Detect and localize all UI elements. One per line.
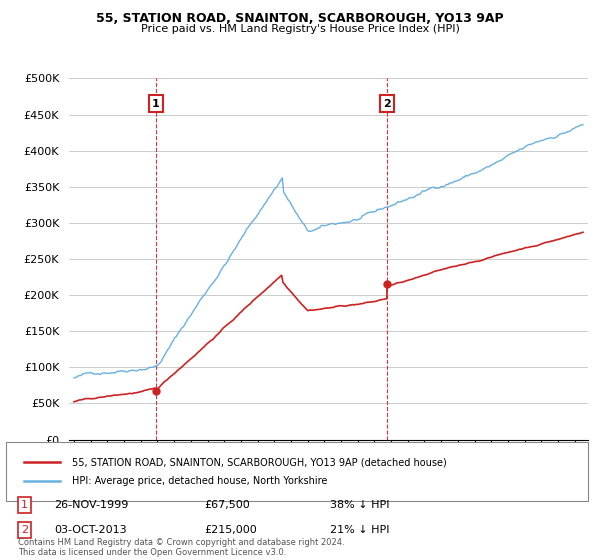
Text: 55, STATION ROAD, SNAINTON, SCARBOROUGH, YO13 9AP (detached house): 55, STATION ROAD, SNAINTON, SCARBOROUGH,… <box>72 458 447 467</box>
Text: Price paid vs. HM Land Registry's House Price Index (HPI): Price paid vs. HM Land Registry's House … <box>140 24 460 34</box>
Text: 03-OCT-2013: 03-OCT-2013 <box>54 525 127 535</box>
Text: 26-NOV-1999: 26-NOV-1999 <box>54 500 128 510</box>
Text: 2: 2 <box>383 99 391 109</box>
Text: 55, STATION ROAD, SNAINTON, SCARBOROUGH, YO13 9AP: 55, STATION ROAD, SNAINTON, SCARBOROUGH,… <box>96 12 504 25</box>
Text: 1: 1 <box>21 500 28 510</box>
Text: 1: 1 <box>152 99 160 109</box>
Text: 21% ↓ HPI: 21% ↓ HPI <box>330 525 389 535</box>
Text: HPI: Average price, detached house, North Yorkshire: HPI: Average price, detached house, Nort… <box>72 477 328 486</box>
Text: 38% ↓ HPI: 38% ↓ HPI <box>330 500 389 510</box>
Text: 2: 2 <box>21 525 28 535</box>
Text: £67,500: £67,500 <box>204 500 250 510</box>
Text: £215,000: £215,000 <box>204 525 257 535</box>
Text: Contains HM Land Registry data © Crown copyright and database right 2024.
This d: Contains HM Land Registry data © Crown c… <box>18 538 344 557</box>
